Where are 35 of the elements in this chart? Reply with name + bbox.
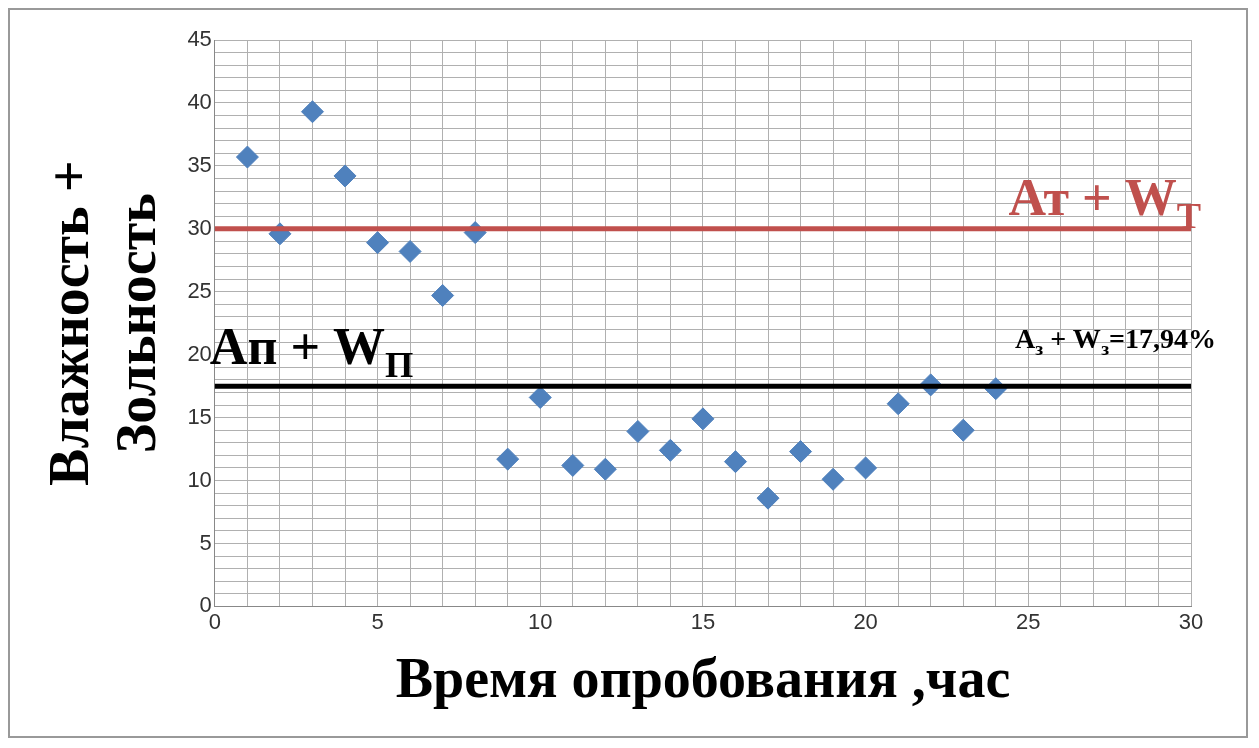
point xyxy=(756,486,780,510)
x-tick-label: 15 xyxy=(690,608,716,634)
x-tick-label: 25 xyxy=(1016,608,1041,634)
x-tick-label: 20 xyxy=(853,608,878,634)
y-tick-label: 5 xyxy=(199,529,212,555)
point xyxy=(300,100,324,124)
point xyxy=(333,164,357,188)
point xyxy=(561,453,585,477)
y-tick-label: 15 xyxy=(187,403,212,429)
point xyxy=(366,231,390,255)
y-tick-label: 45 xyxy=(187,26,212,52)
point xyxy=(235,145,259,169)
y-tick-label: 40 xyxy=(187,89,212,114)
x-tick-label: 10 xyxy=(528,608,553,634)
point xyxy=(593,457,617,481)
point xyxy=(431,284,455,308)
point xyxy=(854,456,878,480)
point xyxy=(886,392,910,416)
point xyxy=(398,239,422,263)
point xyxy=(723,450,747,474)
point xyxy=(658,438,682,462)
point xyxy=(821,467,845,491)
y-tick-label: 10 xyxy=(187,466,212,492)
x-tick-label: 5 xyxy=(371,608,384,634)
y-tick-label: 30 xyxy=(187,214,212,240)
x-tick-label: 30 xyxy=(1178,608,1204,634)
y-tick-label: 35 xyxy=(187,151,212,177)
point xyxy=(691,407,715,431)
point xyxy=(789,440,813,464)
point xyxy=(951,418,975,442)
point xyxy=(496,447,520,471)
y-tick-label: 25 xyxy=(187,277,212,303)
x-axis-title: Время опробования ,час xyxy=(395,646,1011,709)
y-axis-title: Влажность + Зольность xyxy=(38,160,168,486)
point xyxy=(626,419,650,443)
